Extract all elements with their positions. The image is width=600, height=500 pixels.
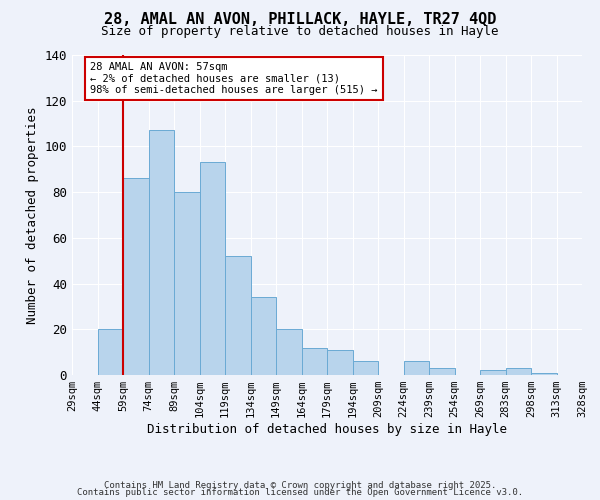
Bar bbox=[302, 348, 327, 375]
Y-axis label: Number of detached properties: Number of detached properties bbox=[26, 106, 39, 324]
Bar bbox=[531, 372, 557, 375]
Bar bbox=[149, 130, 174, 375]
Bar bbox=[276, 330, 302, 375]
Bar bbox=[429, 368, 455, 375]
Bar bbox=[480, 370, 505, 375]
Text: 28 AMAL AN AVON: 57sqm
← 2% of detached houses are smaller (13)
98% of semi-deta: 28 AMAL AN AVON: 57sqm ← 2% of detached … bbox=[90, 62, 377, 95]
X-axis label: Distribution of detached houses by size in Hayle: Distribution of detached houses by size … bbox=[147, 423, 507, 436]
Bar bbox=[404, 362, 429, 375]
Bar bbox=[174, 192, 199, 375]
Bar bbox=[327, 350, 353, 375]
Bar bbox=[97, 330, 123, 375]
Text: Size of property relative to detached houses in Hayle: Size of property relative to detached ho… bbox=[101, 25, 499, 38]
Bar bbox=[123, 178, 149, 375]
Bar bbox=[505, 368, 531, 375]
Bar bbox=[251, 298, 276, 375]
Bar bbox=[199, 162, 225, 375]
Bar bbox=[353, 362, 378, 375]
Bar bbox=[225, 256, 251, 375]
Text: 28, AMAL AN AVON, PHILLACK, HAYLE, TR27 4QD: 28, AMAL AN AVON, PHILLACK, HAYLE, TR27 … bbox=[104, 12, 496, 28]
Text: Contains public sector information licensed under the Open Government Licence v3: Contains public sector information licen… bbox=[77, 488, 523, 497]
Text: Contains HM Land Registry data © Crown copyright and database right 2025.: Contains HM Land Registry data © Crown c… bbox=[104, 480, 496, 490]
